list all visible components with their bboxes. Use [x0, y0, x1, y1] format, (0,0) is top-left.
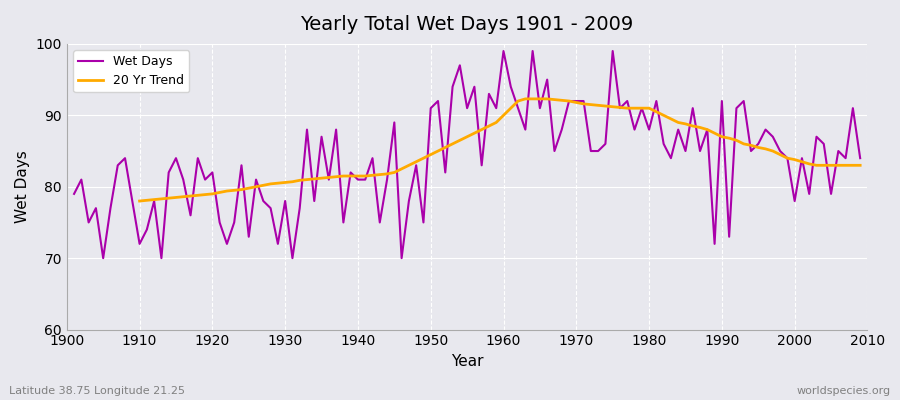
Wet Days [600, 142, 611, 146]
Wet Days [855, 156, 866, 160]
20 Yr Trend [302, 177, 312, 182]
Wet Days [134, 242, 145, 246]
20 Yr Trend [825, 163, 836, 168]
Wet Days [68, 192, 79, 196]
Wet Days [506, 84, 517, 89]
Line: 20 Yr Trend: 20 Yr Trend [140, 99, 860, 201]
Wet Days [98, 256, 109, 260]
20 Yr Trend [571, 100, 581, 105]
Wet Days [294, 206, 305, 210]
20 Yr Trend [855, 163, 866, 168]
20 Yr Trend [273, 181, 284, 186]
X-axis label: Year: Year [451, 354, 483, 369]
Legend: Wet Days, 20 Yr Trend: Wet Days, 20 Yr Trend [73, 50, 189, 92]
20 Yr Trend [520, 96, 531, 101]
20 Yr Trend [134, 199, 145, 204]
Wet Days [513, 106, 524, 110]
Text: worldspecies.org: worldspecies.org [796, 386, 891, 396]
20 Yr Trend [506, 106, 517, 110]
Wet Days [338, 220, 349, 225]
Wet Days [498, 49, 508, 54]
Title: Yearly Total Wet Days 1901 - 2009: Yearly Total Wet Days 1901 - 2009 [301, 15, 634, 34]
Line: Wet Days: Wet Days [74, 51, 860, 258]
20 Yr Trend [804, 162, 814, 166]
Text: Latitude 38.75 Longitude 21.25: Latitude 38.75 Longitude 21.25 [9, 386, 185, 396]
Y-axis label: Wet Days: Wet Days [15, 150, 30, 223]
